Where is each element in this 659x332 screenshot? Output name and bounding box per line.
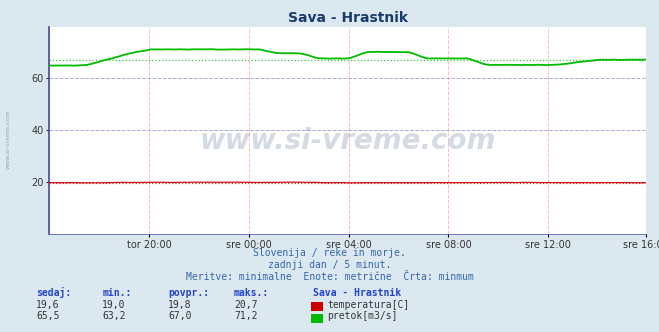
- Title: Sava - Hrastnik: Sava - Hrastnik: [287, 11, 408, 25]
- Text: Sava - Hrastnik: Sava - Hrastnik: [313, 288, 401, 298]
- Text: www.si-vreme.com: www.si-vreme.com: [5, 110, 11, 169]
- Text: 67,0: 67,0: [168, 311, 192, 321]
- Text: temperatura[C]: temperatura[C]: [328, 300, 410, 310]
- Text: Slovenija / reke in morje.: Slovenija / reke in morje.: [253, 248, 406, 258]
- Text: 19,6: 19,6: [36, 300, 60, 310]
- Text: pretok[m3/s]: pretok[m3/s]: [328, 311, 398, 321]
- Text: min.:: min.:: [102, 288, 132, 298]
- Text: 63,2: 63,2: [102, 311, 126, 321]
- Text: 65,5: 65,5: [36, 311, 60, 321]
- Text: Meritve: minimalne  Enote: metrične  Črta: minmum: Meritve: minimalne Enote: metrične Črta:…: [186, 272, 473, 282]
- Text: 19,8: 19,8: [168, 300, 192, 310]
- Text: povpr.:: povpr.:: [168, 288, 209, 298]
- Text: 20,7: 20,7: [234, 300, 258, 310]
- Text: 71,2: 71,2: [234, 311, 258, 321]
- Text: 19,0: 19,0: [102, 300, 126, 310]
- Text: zadnji dan / 5 minut.: zadnji dan / 5 minut.: [268, 260, 391, 270]
- Text: sedaj:: sedaj:: [36, 287, 71, 298]
- Text: www.si-vreme.com: www.si-vreme.com: [200, 127, 496, 155]
- Text: maks.:: maks.:: [234, 288, 269, 298]
